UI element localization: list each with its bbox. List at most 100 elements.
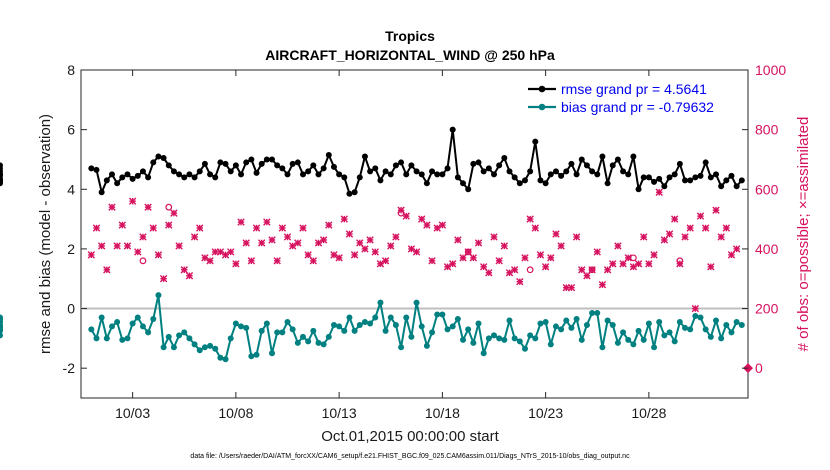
- rmse-point: [692, 174, 699, 181]
- rmse-point: [341, 174, 348, 181]
- obs-possible-point: [629, 254, 637, 262]
- rmse-point: [269, 156, 276, 163]
- bias-point: [114, 318, 121, 325]
- obs-assimilated-point: [128, 197, 137, 205]
- rmse-point: [506, 168, 513, 175]
- obs-assimilated-point: [407, 245, 416, 253]
- y-tick-label: -2: [63, 360, 76, 376]
- bias-point: [666, 329, 673, 336]
- bias-point: [403, 314, 410, 321]
- bias-point: [620, 329, 627, 336]
- obs-assimilated-point: [572, 233, 581, 241]
- bias-point: [196, 347, 203, 354]
- rmse-point: [423, 180, 430, 187]
- y-tick-label: 6: [67, 122, 75, 138]
- legend-rmse-marker: [538, 85, 546, 93]
- rmse-point: [434, 171, 441, 178]
- rmse-point: [454, 174, 461, 181]
- obs-assimilated-point: [381, 257, 390, 265]
- obs-assimilated-point: [428, 257, 436, 265]
- bias-point: [0, 324, 3, 331]
- obs-assimilated-point: [288, 242, 297, 250]
- rmse-point: [656, 175, 663, 182]
- bias-point: [315, 339, 322, 346]
- axis-ticks: -2 0 2 4 6 8 0 200 400 600 800 1000 10/03 10/08 10/13 1…: [63, 62, 787, 421]
- obs-assimilated-point: [350, 251, 359, 259]
- rmse-point: [527, 168, 534, 175]
- obs-assimilated-point: [113, 242, 121, 250]
- y2-axis-label: # of obs: o=possible; ×=assimilated: [795, 117, 812, 352]
- obs-assimilated-point: [216, 248, 225, 256]
- rmse-point: [377, 177, 384, 184]
- rmse-point: [671, 171, 678, 178]
- rmse-point: [398, 159, 405, 166]
- obs-assimilated-point: [418, 215, 426, 223]
- obs-assimilated-point: [485, 269, 493, 277]
- bias-point: [552, 323, 559, 330]
- bias-point: [527, 332, 534, 339]
- obs-assimilated-point: [340, 215, 348, 223]
- bias-point: [279, 329, 286, 336]
- bias-point: [614, 339, 621, 346]
- rmse-point: [408, 162, 415, 169]
- bias-point: [594, 310, 601, 317]
- rmse-point: [532, 138, 539, 145]
- obs-assimilated-point: [268, 236, 276, 244]
- rmse-point: [542, 180, 549, 187]
- rmse-point: [661, 183, 668, 190]
- rmse-point: [630, 153, 637, 160]
- obs-assimilated-point: [459, 254, 467, 262]
- rmse-point: [207, 171, 214, 178]
- bias-point: [413, 299, 420, 306]
- obs-assimilated-point: [598, 280, 607, 289]
- obs-assimilated-point: [263, 218, 271, 226]
- y2-tick-label: 600: [755, 181, 779, 197]
- obs-assimilated-point: [366, 236, 374, 244]
- bias-point: [398, 344, 405, 351]
- rmse-point: [651, 178, 658, 185]
- bias-point: [687, 326, 694, 333]
- bias-point: [176, 332, 183, 339]
- obs-assimilated-point: [247, 257, 256, 265]
- rmse-point: [620, 168, 627, 175]
- y-tick-label: 2: [67, 241, 75, 257]
- obs-assimilated-point: [149, 224, 157, 232]
- rmse-point: [201, 160, 208, 167]
- obs-assimilated-point: [449, 260, 457, 268]
- bias-point: [377, 299, 384, 306]
- bias-point: [248, 353, 255, 360]
- obs-assimilated-point: [190, 233, 199, 241]
- bias-series: [0, 292, 745, 363]
- bias-point: [325, 333, 332, 340]
- obs-assimilated-point: [371, 248, 379, 256]
- obs-assimilated-point: [392, 233, 400, 241]
- rmse-point: [279, 165, 286, 172]
- bias-point: [253, 351, 260, 358]
- rmse-point: [330, 163, 337, 170]
- rmse-point: [702, 159, 709, 166]
- rmse-point: [501, 154, 508, 161]
- bias-point: [372, 314, 379, 321]
- obs-assimilated-point: [701, 224, 710, 232]
- obs-assimilated-point: [454, 236, 462, 244]
- x-tick-label: 10/08: [218, 405, 253, 421]
- y-tick-label: 8: [67, 62, 75, 78]
- bias-point: [558, 326, 565, 333]
- bias-point: [145, 329, 152, 336]
- rmse-point: [0, 165, 3, 172]
- bias-point: [738, 321, 745, 328]
- bias-point: [217, 354, 224, 361]
- y2-tick-label: 200: [755, 301, 779, 317]
- bias-point: [661, 332, 668, 339]
- obs-assimilated-point: [376, 260, 385, 268]
- bias-point: [682, 324, 689, 331]
- obs-assimilated-point: [92, 224, 101, 232]
- bias-point: [444, 326, 451, 333]
- rmse-point: [444, 165, 451, 172]
- legend-box: [524, 77, 745, 117]
- bias-point: [485, 335, 492, 342]
- obs-assimilated-point: [727, 251, 736, 259]
- rmse-point: [697, 172, 704, 179]
- bias-point: [212, 345, 219, 352]
